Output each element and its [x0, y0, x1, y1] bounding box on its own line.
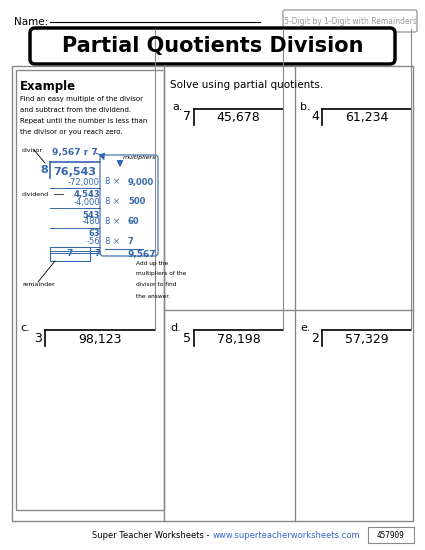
Text: 61,234: 61,234 — [345, 112, 388, 124]
Text: 76,543: 76,543 — [54, 167, 96, 177]
Bar — [368, 527, 414, 543]
Text: Repeat until the number is less than: Repeat until the number is less than — [20, 118, 147, 124]
FancyBboxPatch shape — [283, 10, 417, 32]
Text: 9,567 r 7: 9,567 r 7 — [52, 147, 98, 157]
Text: 8 ×: 8 × — [105, 236, 120, 245]
Text: 9,000: 9,000 — [128, 178, 154, 186]
Text: 8 ×: 8 × — [105, 217, 120, 227]
Text: and subtract from the dividend.: and subtract from the dividend. — [20, 107, 131, 113]
Text: 9,567: 9,567 — [128, 250, 157, 260]
Text: 60: 60 — [128, 217, 140, 227]
Text: -480: -480 — [81, 217, 100, 227]
Text: Solve using partial quotients.: Solve using partial quotients. — [170, 80, 323, 90]
Text: Partial Quotients Division: Partial Quotients Division — [62, 36, 363, 56]
Text: dividend: dividend — [22, 191, 49, 196]
FancyBboxPatch shape — [100, 155, 158, 256]
Text: Super Teacher Worksheets -: Super Teacher Worksheets - — [92, 531, 212, 541]
Text: 457909: 457909 — [377, 531, 405, 540]
Text: the divisor or you reach zero.: the divisor or you reach zero. — [20, 129, 123, 135]
Text: d.: d. — [170, 323, 181, 333]
Text: www.superteacherworksheets.com: www.superteacherworksheets.com — [212, 531, 360, 541]
Text: 57,329: 57,329 — [345, 333, 388, 345]
Text: 543: 543 — [82, 211, 100, 219]
Text: 78,198: 78,198 — [217, 333, 261, 345]
Text: multipliers: multipliers — [123, 155, 156, 159]
Text: -72,000: -72,000 — [68, 178, 100, 186]
Text: remainder: remainder — [22, 283, 55, 288]
Text: 4: 4 — [311, 111, 319, 124]
Bar — [50, 247, 90, 261]
Text: multipliers of the: multipliers of the — [136, 272, 187, 277]
Text: 8 ×: 8 × — [105, 197, 120, 206]
Text: 98,123: 98,123 — [78, 333, 122, 345]
Text: -56: -56 — [86, 236, 100, 245]
Text: 7: 7 — [94, 250, 100, 258]
Bar — [16, 70, 164, 510]
Text: the answer.: the answer. — [136, 294, 170, 299]
Text: c.: c. — [20, 323, 30, 333]
Text: 3: 3 — [34, 332, 42, 344]
Text: 8: 8 — [40, 165, 48, 175]
Text: 63: 63 — [88, 229, 100, 239]
Text: 7: 7 — [128, 236, 134, 245]
Text: Example: Example — [20, 80, 76, 93]
Text: 7: 7 — [183, 111, 191, 124]
Text: divisor to find: divisor to find — [136, 283, 176, 288]
Text: 5: 5 — [183, 332, 191, 344]
Bar — [12, 66, 413, 521]
Text: -4,000: -4,000 — [74, 197, 100, 206]
Text: 4,543: 4,543 — [74, 190, 100, 200]
Text: 500: 500 — [128, 197, 145, 206]
Text: e.: e. — [300, 323, 311, 333]
Text: 8 ×: 8 × — [105, 178, 120, 186]
Text: a.: a. — [172, 102, 182, 112]
Text: Name:: Name: — [14, 17, 48, 27]
Text: Add up the: Add up the — [136, 261, 168, 266]
Text: b.: b. — [300, 102, 311, 112]
Text: 7: 7 — [67, 250, 73, 258]
Text: 5-Digit by 1-Digit with Remainders: 5-Digit by 1-Digit with Remainders — [283, 16, 416, 25]
Text: 2: 2 — [311, 332, 319, 344]
Text: 45,678: 45,678 — [217, 112, 261, 124]
Text: divisor: divisor — [22, 147, 43, 152]
FancyBboxPatch shape — [30, 28, 395, 64]
Text: Find an easy multiple of the divisor: Find an easy multiple of the divisor — [20, 96, 143, 102]
